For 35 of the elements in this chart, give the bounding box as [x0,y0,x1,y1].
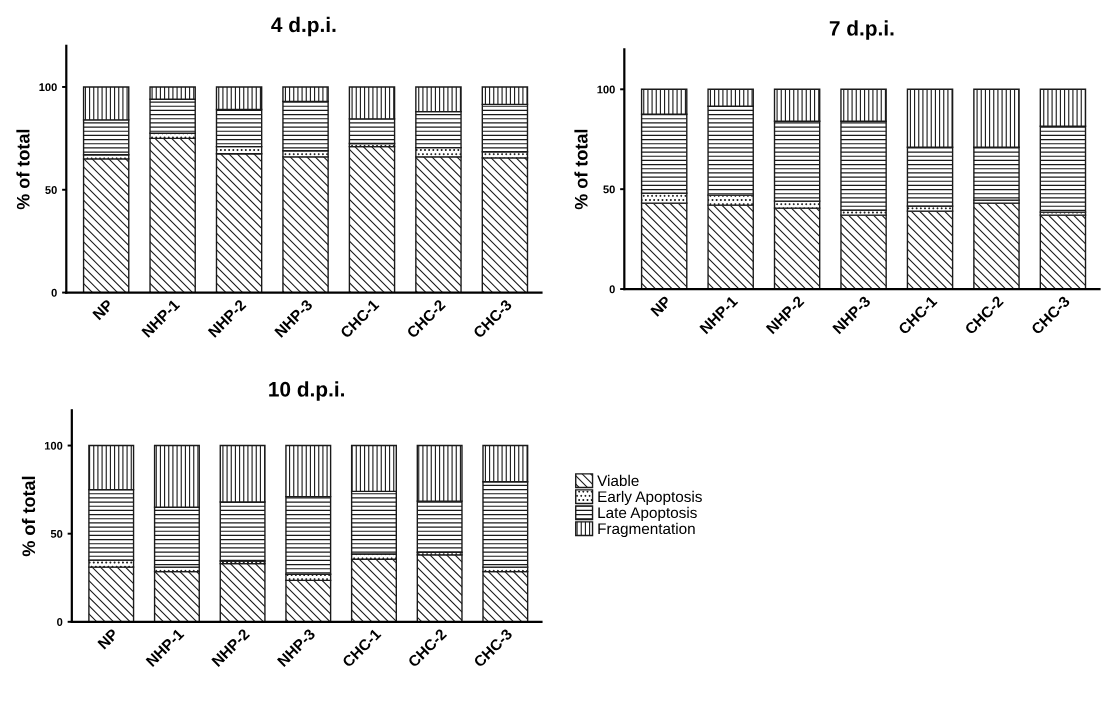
bar [482,570,529,622]
y-tick-label: 100 [39,83,57,92]
x-tick-label: NP [92,298,114,321]
bar [416,554,463,622]
y-axis-title: % of total [21,476,36,557]
legend-label: Early Apoptosis [598,490,702,506]
y-tick-label: 100 [597,85,615,94]
x-tick-label: NP [97,628,119,650]
chart-title: 4 d.p.i. [271,16,336,37]
legend-label: Viable [597,474,639,487]
y-tick-label: 0 [609,285,615,294]
chart-title: 7 d.p.i. [829,20,894,40]
y-tick-label: 100 [44,441,63,450]
bar [1039,214,1087,290]
bar [350,558,397,622]
bar [219,562,266,622]
bar [285,579,332,622]
bar [840,214,887,290]
y-axis-title: % of total [16,129,30,210]
y-tick-label: 0 [51,288,57,297]
x-tick-label: NP [650,295,672,317]
bar [82,158,130,293]
legend-label: Late Apoptosis [598,506,697,522]
bar [973,202,1020,290]
bar [153,570,200,622]
y-tick-label: 0 [57,618,63,626]
bar [149,137,196,293]
bar [348,145,396,293]
y-tick-label: 50 [50,529,63,538]
chart-title: 10 d.p.i. [269,381,344,401]
legend-label: Fragmentation [598,522,695,538]
y-tick-label: 50 [45,186,57,194]
bar [906,210,954,290]
y-tick-label: 50 [603,185,615,194]
y-axis-title: % of total [574,129,588,210]
